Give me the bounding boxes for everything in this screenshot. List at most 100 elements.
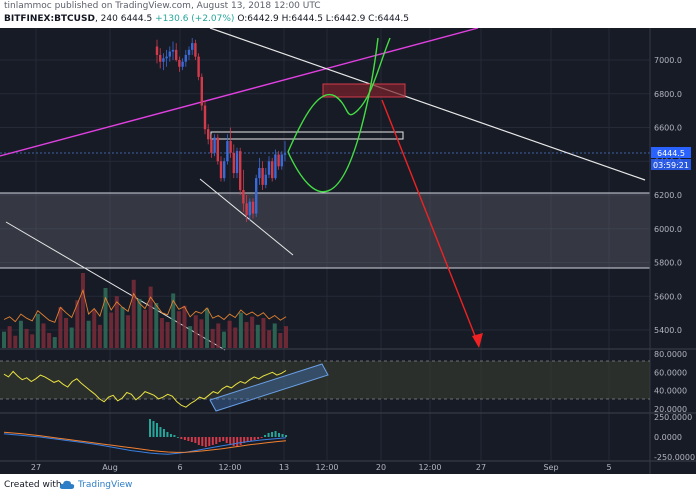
candle-body[interactable] xyxy=(175,49,178,60)
candle-body[interactable] xyxy=(223,161,226,179)
macd-line[interactable] xyxy=(3,433,287,455)
macd-hist-bar xyxy=(250,437,253,441)
volume-bar xyxy=(250,316,255,348)
rsi-band xyxy=(0,361,650,399)
candle-body[interactable] xyxy=(242,189,245,204)
candle-body[interactable] xyxy=(219,161,223,179)
candle-body[interactable] xyxy=(239,151,242,190)
volume-bar xyxy=(2,331,6,348)
macd-hist-bar xyxy=(271,432,274,437)
candle-body[interactable] xyxy=(245,203,248,216)
candle-body[interactable] xyxy=(235,151,239,174)
volume-bar xyxy=(148,286,153,348)
candle-body[interactable] xyxy=(216,137,219,162)
macd-hist-bar xyxy=(201,437,204,446)
macd-hist-bar xyxy=(260,437,263,438)
candle-body[interactable] xyxy=(280,154,283,167)
candle-body[interactable] xyxy=(248,201,251,216)
macd-hist-bar xyxy=(159,427,162,437)
candle-body[interactable] xyxy=(207,129,210,140)
macd-hist-bar xyxy=(229,437,232,445)
candle-body[interactable] xyxy=(267,161,271,175)
volume-bar xyxy=(120,307,125,348)
target-box[interactable] xyxy=(322,83,406,98)
volume-bar xyxy=(193,315,198,348)
time-tick-label: 27 xyxy=(476,463,486,472)
candle-body[interactable] xyxy=(168,51,171,57)
candle-body[interactable] xyxy=(155,46,159,55)
candle-body[interactable] xyxy=(271,161,274,179)
macd-hist-bar xyxy=(281,434,284,437)
chart-area[interactable]: 7000.06800.06600.06400.06200.06000.05800… xyxy=(0,28,696,474)
chart-header: tinlammoc published on TradingView.com, … xyxy=(0,0,696,28)
tradingview-brand[interactable]: TradingView xyxy=(78,480,133,490)
candles[interactable] xyxy=(155,38,287,222)
volume-bar xyxy=(75,300,80,348)
candle-body[interactable] xyxy=(194,43,197,57)
time-tick-label: Sep xyxy=(543,463,558,472)
candle-body[interactable] xyxy=(229,141,232,153)
symbol-name[interactable]: BITFINEX:BTCUSD xyxy=(4,14,95,24)
candle-body[interactable] xyxy=(187,49,191,55)
volume-bar xyxy=(233,327,238,348)
bearish-arrow-head[interactable] xyxy=(472,333,483,348)
volume-bar xyxy=(30,334,35,348)
candle-body[interactable] xyxy=(184,54,187,62)
macd-hist-bar xyxy=(166,432,169,437)
candle-body[interactable] xyxy=(277,154,280,167)
volume-bar xyxy=(86,320,91,348)
macd-tick-label: -250.0000 xyxy=(654,453,695,462)
macd-hist-bar xyxy=(239,437,242,445)
rsi-line[interactable] xyxy=(3,370,287,408)
candle-body[interactable] xyxy=(191,43,194,50)
macd-hist-bar xyxy=(197,437,200,445)
candle-body[interactable] xyxy=(159,54,162,62)
candle-body[interactable] xyxy=(264,174,267,185)
candle-body[interactable] xyxy=(197,56,200,77)
macd-hist-bar xyxy=(236,437,239,447)
volume-bar xyxy=(188,326,193,348)
volume-bar xyxy=(114,296,119,348)
candle-body[interactable] xyxy=(255,178,258,214)
candle-body[interactable] xyxy=(171,49,175,52)
candle-body[interactable] xyxy=(232,152,235,174)
candle-body[interactable] xyxy=(283,153,287,155)
volume-bar xyxy=(182,305,187,348)
macd-hist-bar xyxy=(222,437,225,441)
time-tick-label: 6 xyxy=(177,463,182,472)
rsi-tick-label: 60.0000 xyxy=(654,368,687,377)
price-tick-label: 6800.0 xyxy=(654,90,682,99)
candle-body[interactable] xyxy=(162,58,165,62)
price-axis-background xyxy=(650,28,696,474)
candle-body[interactable] xyxy=(274,154,277,179)
projection-curve-up[interactable] xyxy=(287,37,391,153)
macd-axis[interactable]: 250.0000 0.0000 -250.0000 xyxy=(654,413,695,462)
rsi-channel[interactable] xyxy=(209,363,329,412)
volume-bar xyxy=(171,293,176,348)
signal-line[interactable] xyxy=(3,431,287,453)
magenta-trendline[interactable] xyxy=(0,28,479,157)
macd-hist-bar xyxy=(149,419,151,437)
candle-body[interactable] xyxy=(226,141,229,162)
volume-bar xyxy=(278,333,283,348)
bearish-arrow-line[interactable] xyxy=(381,99,480,347)
candle-body[interactable] xyxy=(200,76,203,106)
time-axis[interactable]: 27 Aug 6 12:00 13 12:00 20 12:00 27 Sep 5 xyxy=(31,463,612,472)
candle-body[interactable] xyxy=(261,168,264,185)
projection-curve-alt[interactable] xyxy=(287,37,379,193)
candle-body[interactable] xyxy=(178,60,181,67)
volume-bar xyxy=(103,288,108,348)
price-axis[interactable]: 7000.06800.06600.06400.06200.06000.05800… xyxy=(654,56,682,335)
candle-body[interactable] xyxy=(203,105,207,130)
descending-trendline[interactable] xyxy=(209,28,646,181)
candle-body[interactable] xyxy=(213,137,216,153)
interval-label[interactable]: 240 xyxy=(100,14,118,24)
candle-body[interactable] xyxy=(165,56,168,59)
candle-body[interactable] xyxy=(258,168,261,179)
candle-body[interactable] xyxy=(251,201,255,214)
candle-body[interactable] xyxy=(181,61,184,67)
volume-bar xyxy=(35,313,40,348)
rsi-axis[interactable]: 80.0000 60.0000 40.0000 20.0000 xyxy=(654,350,687,414)
volume-bar xyxy=(69,327,74,348)
candle-body[interactable] xyxy=(210,139,213,153)
